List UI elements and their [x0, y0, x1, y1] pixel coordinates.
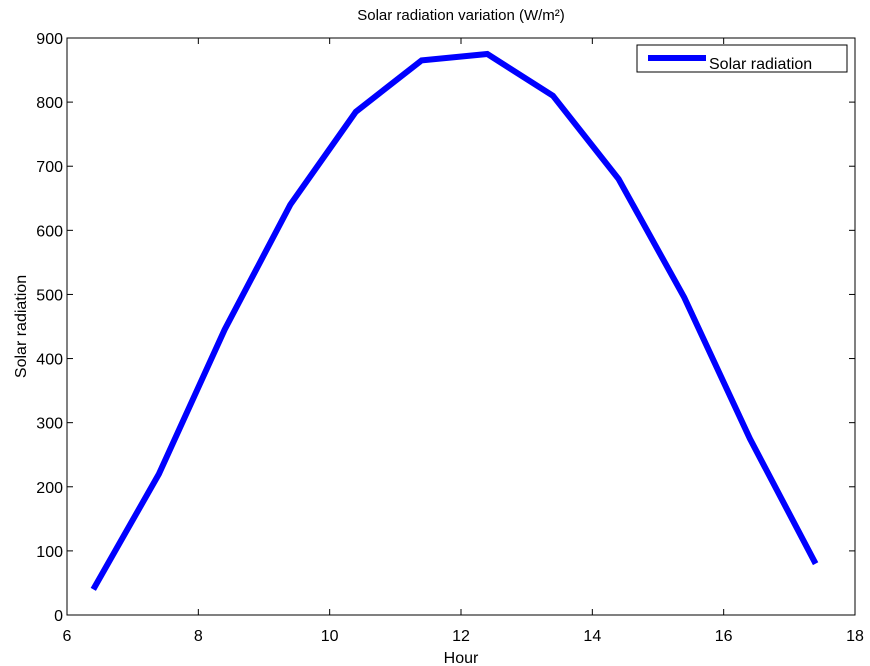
series-line-0: [90, 50, 819, 591]
x-axis-ticks: 6 8 10 12 14 16 18: [63, 38, 864, 645]
x-tick-label-18: 18: [846, 628, 864, 645]
y-tick-label-800: 800: [36, 95, 63, 112]
y-tick-label-200: 200: [36, 480, 63, 497]
legend-label-solar-radiation: Solar radiation: [709, 56, 812, 73]
x-tick-label-8: 8: [194, 628, 203, 645]
x-tick-label-6: 6: [63, 628, 72, 645]
x-axis-label: Hour: [444, 650, 479, 666]
x-tick-label-14: 14: [583, 628, 601, 645]
series-layer: [90, 50, 819, 591]
y-tick-label-500: 500: [36, 287, 63, 304]
y-axis-label: Solar radiation: [13, 275, 30, 378]
y-tick-label-600: 600: [36, 223, 63, 240]
y-tick-label-900: 900: [36, 31, 63, 48]
plot-area-frame: [66, 37, 856, 616]
y-tick-label-100: 100: [36, 544, 63, 561]
x-tick-label-10: 10: [321, 628, 339, 645]
chart-title: Solar radiation variation (W/m²): [357, 7, 565, 24]
y-tick-label-400: 400: [36, 352, 63, 369]
y-tick-label-0: 0: [54, 608, 63, 625]
x-tick-label-12: 12: [452, 628, 470, 645]
y-axis-ticks: 0 100 200 300 400 500 600 700 800 900: [36, 31, 855, 625]
y-tick-label-300: 300: [36, 416, 63, 433]
x-tick-label-16: 16: [715, 628, 733, 645]
legend: Solar radiation: [636, 44, 848, 73]
y-tick-label-700: 700: [36, 159, 63, 176]
